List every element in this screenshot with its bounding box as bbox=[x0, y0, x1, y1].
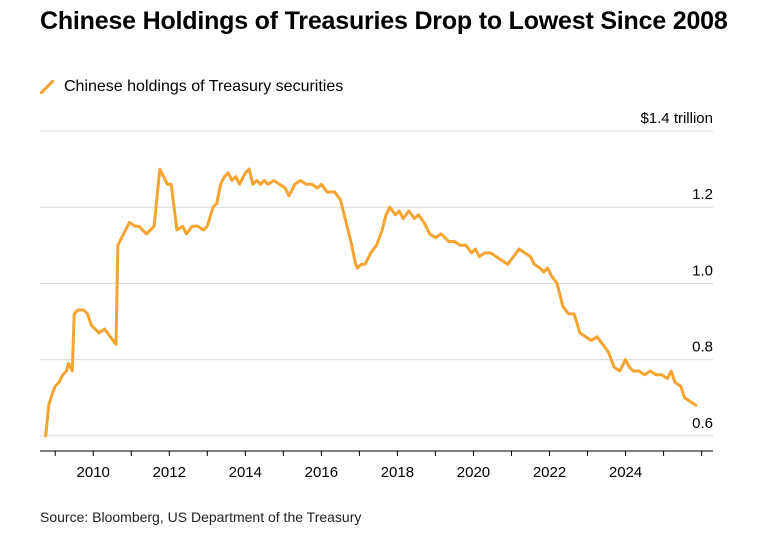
x-tick-label: 2014 bbox=[229, 464, 262, 481]
source-note: Source: Bloomberg, US Department of the … bbox=[40, 509, 362, 525]
x-tick-label: 2018 bbox=[381, 464, 414, 481]
y-tick-label: $1.4 trillion bbox=[640, 110, 713, 127]
x-tick-label: 2020 bbox=[457, 464, 490, 481]
x-tick-label: 2024 bbox=[609, 464, 642, 481]
legend-line-icon bbox=[40, 80, 54, 94]
y-tick-label: 1.2 bbox=[692, 186, 713, 203]
series-line bbox=[44, 167, 698, 438]
x-tick-label: 2016 bbox=[305, 464, 338, 481]
legend: Chinese holdings of Treasury securities bbox=[40, 76, 343, 98]
y-tick-label: 0.6 bbox=[692, 415, 713, 432]
y-tick-label: 0.8 bbox=[692, 339, 713, 356]
y-tick-label: 1.0 bbox=[692, 262, 713, 279]
x-tick-label: 2010 bbox=[77, 464, 110, 481]
x-tick-label: 2012 bbox=[153, 464, 186, 481]
x-tick-label: 2022 bbox=[533, 464, 566, 481]
legend-label: Chinese holdings of Treasury securities bbox=[64, 78, 344, 95]
chart-title: Chinese Holdings of Treasuries Drop to L… bbox=[40, 7, 728, 35]
